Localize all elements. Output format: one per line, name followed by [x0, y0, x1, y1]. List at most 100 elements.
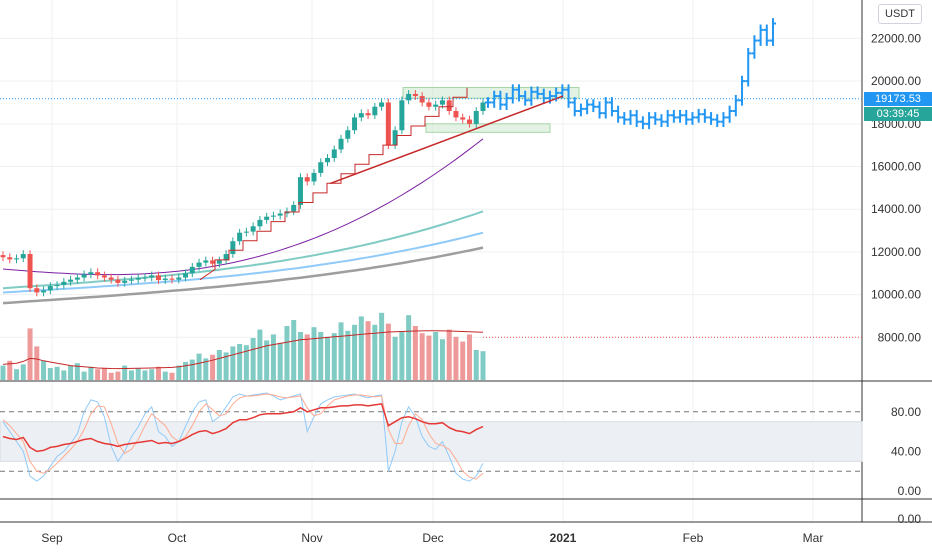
oscillator-tick-label: 80.00 [891, 405, 921, 419]
candle-body [270, 215, 276, 217]
volume-bar [128, 370, 134, 380]
candle-body [318, 162, 324, 173]
volume-bar [7, 360, 13, 380]
candle-body [189, 266, 195, 274]
candle-body [338, 138, 344, 150]
candle-body [68, 279, 74, 282]
candle-body [297, 177, 303, 205]
candle-body [311, 172, 317, 182]
trend-line [329, 95, 564, 185]
range-box [425, 123, 551, 133]
volume-bar [399, 332, 405, 380]
currency-badge[interactable]: USDT [878, 4, 922, 24]
candle-body [325, 157, 331, 163]
candle-body [264, 216, 270, 220]
y-tick-label: 12000.00 [871, 245, 921, 259]
candle-body [331, 149, 337, 158]
volume-bar [480, 351, 486, 380]
volume-bar [47, 368, 53, 380]
volume-bar [176, 365, 182, 380]
candle-body [0, 255, 6, 258]
volume-bar [203, 358, 209, 380]
candle-body [54, 285, 60, 287]
candle-body [47, 286, 53, 291]
candle-body [230, 241, 236, 255]
stoch-d-line [2, 393, 484, 480]
candle-body [257, 219, 263, 227]
lower-pane-tick-label: 0.00 [898, 512, 922, 526]
volume-bar [88, 366, 94, 380]
volume-bar [352, 324, 358, 380]
volume-bar [223, 352, 229, 380]
volume-bar [54, 366, 60, 380]
volume-bar [41, 360, 47, 380]
ma-line-dark [2, 138, 484, 276]
volume-bar [230, 346, 236, 380]
candle-body [277, 213, 283, 216]
volume-bar [95, 369, 101, 380]
x-tick-label: Dec [422, 531, 443, 545]
volume-bar [453, 336, 459, 380]
candle-body [406, 93, 412, 101]
candle-body [399, 100, 405, 131]
volume-bar [311, 327, 317, 380]
candle-body [142, 277, 148, 279]
candle-body [243, 231, 249, 233]
candle-body [183, 273, 189, 278]
candle-body [74, 277, 80, 280]
volume-bar [304, 334, 310, 380]
candle-body [379, 102, 385, 107]
ma-line-blue [2, 231, 484, 294]
volume-bar [122, 365, 128, 380]
candle-body [237, 232, 243, 242]
oscillator-tick-label: 40.00 [891, 444, 921, 458]
volume-bar [372, 324, 378, 380]
volume-bar [358, 316, 364, 380]
candle-body [365, 113, 371, 116]
candle-body [291, 204, 297, 212]
volume-ma-line [2, 330, 484, 370]
volume-bar [460, 341, 466, 380]
y-tick-label: 10000.00 [871, 288, 921, 302]
volume-bar [473, 350, 479, 380]
candle-body [61, 281, 67, 285]
volume-bar [101, 368, 107, 380]
volume-bar [365, 321, 371, 380]
volume-bar [466, 334, 472, 380]
candle-body [169, 278, 175, 280]
volume-bar [183, 362, 189, 380]
volume-bar [439, 339, 445, 380]
oscillator-tick-label: 0.00 [898, 484, 922, 498]
candle-body [345, 130, 351, 139]
volume-bar [0, 365, 6, 380]
volume-bar [115, 371, 121, 380]
candle-body [88, 272, 94, 275]
last-price-label: 19173.53 [864, 91, 932, 106]
candle-body [176, 277, 182, 280]
ma-line-gray [2, 246, 484, 305]
volume-bar [392, 336, 398, 380]
candle-body [392, 130, 398, 146]
candle-body [210, 260, 216, 264]
volume-bar [331, 333, 337, 380]
volume-bar [318, 332, 324, 380]
candle-body [433, 104, 439, 107]
volume-bar [237, 344, 243, 380]
candle-body [122, 280, 128, 283]
y-tick-label: 8000.00 [878, 330, 922, 344]
candle-body [101, 275, 107, 278]
candle-body [41, 290, 47, 293]
volume-bar [210, 354, 216, 380]
candle-body [304, 177, 310, 182]
volume-bar [277, 342, 283, 380]
candle-body [81, 274, 87, 278]
range-box [402, 87, 580, 99]
volume-bar [284, 326, 290, 380]
candle-body [385, 102, 391, 146]
volume-bar [108, 372, 114, 380]
x-tick-label: Nov [301, 531, 322, 545]
candle-body [358, 113, 364, 118]
volume-bar [250, 338, 256, 380]
